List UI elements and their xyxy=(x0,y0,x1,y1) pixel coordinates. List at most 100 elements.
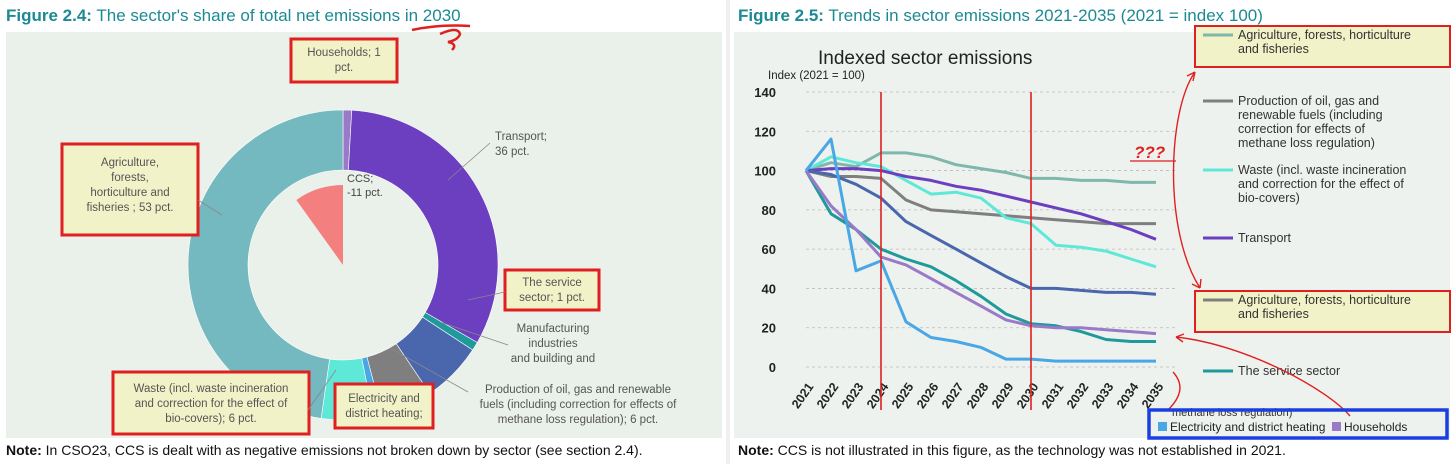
legend-swatch xyxy=(1332,422,1341,431)
figure-label: Figure 2.5: xyxy=(738,6,824,25)
series-line xyxy=(805,167,1157,241)
series-line xyxy=(805,151,1156,184)
note-text: CCS is not illustrated in this figure, a… xyxy=(773,442,1286,458)
legend-label: Production of oil, gas and renewable fuel… xyxy=(1238,94,1383,150)
ccs-label-line: -11 pct. xyxy=(347,187,383,199)
highlight-box xyxy=(333,382,435,430)
red-arrowhead xyxy=(1191,278,1202,289)
chart-background xyxy=(734,32,1450,438)
slice-label-line: sector; 1 pct. xyxy=(519,292,585,304)
panel-divider xyxy=(726,0,730,464)
series-line xyxy=(804,137,1156,363)
slice-label-line: horticulture and xyxy=(90,187,169,199)
red-arrow xyxy=(1175,336,1351,417)
series-line xyxy=(804,169,1157,336)
legend-label-line: and correction for the effect of xyxy=(1238,177,1404,191)
y-tick-label: 60 xyxy=(762,242,776,257)
y-axis-label: Index (2021 = 100) xyxy=(768,70,865,82)
x-tick-label: 2030 xyxy=(1014,380,1041,411)
x-tick-label: 2028 xyxy=(964,380,991,411)
slice-label-line: Manufacturing xyxy=(517,323,590,335)
x-tick-label: 2032 xyxy=(1064,380,1091,411)
leader-line xyxy=(197,199,223,216)
legend-box xyxy=(1147,408,1449,440)
legend-label: Agriculture, forests, horticulture and fi… xyxy=(1238,28,1411,56)
legend-label-line: Waste (incl. waste incineration xyxy=(1238,163,1406,177)
legend-swatch xyxy=(1158,422,1167,431)
note-text: In CSO23, CCS is dealt with as negative … xyxy=(41,442,643,458)
legend-label-line: bio-covers) xyxy=(1238,191,1300,205)
figure-note: Note: CCS is not illustrated in this fig… xyxy=(738,442,1286,458)
legend-label: Waste (incl. waste incineration and corre… xyxy=(1238,163,1406,205)
donut-slice xyxy=(348,109,499,343)
x-tick-label: 2023 xyxy=(839,380,866,411)
leader-line xyxy=(307,369,337,411)
figure-title-text: Trends in sector emissions 2021-2035 (20… xyxy=(823,6,1263,25)
highlight-box xyxy=(503,268,601,312)
slice-label-line: and correction for the effect of xyxy=(135,398,288,410)
y-tick-label: 40 xyxy=(762,281,776,296)
slice-label: Households; 1 pct. xyxy=(307,47,381,74)
figure-title-text: The sector's share of total net emission… xyxy=(91,6,461,25)
slice-label-line: Waste (incl. waste incineration xyxy=(134,383,289,395)
legend-label-line: The service sector xyxy=(1238,364,1340,378)
slice-label-line: Production of oil, gas and renewable xyxy=(485,384,671,396)
ccs-label-line: CCS; xyxy=(347,173,373,185)
y-tick-label: 140 xyxy=(754,85,776,100)
slice-label-line: methane loss regulation); 6 pct. xyxy=(498,414,658,426)
legend-label-line: methane loss regulation) xyxy=(1238,136,1375,150)
ccs-slice xyxy=(296,185,343,265)
ccs-label: CCS; -11 pct. xyxy=(347,173,383,199)
slice-label-line: fuels (including correction for effects … xyxy=(480,399,677,411)
x-tick-label: 2034 xyxy=(1114,380,1141,411)
y-tick-label: 20 xyxy=(762,321,776,336)
legend-label: Agriculture, forests, horticulture and fi… xyxy=(1238,293,1411,321)
legend-label-line: and fisheries xyxy=(1238,307,1309,321)
legend-label: Transport xyxy=(1238,231,1292,245)
slice-label-line: fisheries ; 53 pct. xyxy=(87,202,174,214)
slice-label: Production of oil, gas and renewable fuel… xyxy=(480,384,677,426)
x-tick-label: 2033 xyxy=(1089,380,1116,411)
x-tick-label: 2035 xyxy=(1139,380,1166,411)
legend-label: The service sector xyxy=(1238,364,1340,378)
slice-label: The service sector; 1 pct. xyxy=(519,277,585,304)
y-tick-label: 100 xyxy=(754,164,776,179)
red-arrow xyxy=(1172,71,1201,289)
x-tick-label: 2024 xyxy=(864,380,891,411)
figure-label: Figure 2.4: xyxy=(6,6,92,25)
legend-label: Households xyxy=(1344,420,1407,434)
slice-label-line: district heating; xyxy=(345,408,422,420)
legend-label-line: and fisheries xyxy=(1238,42,1309,56)
donut-slice xyxy=(187,109,344,419)
slice-label-line: 36 pct. xyxy=(495,146,530,158)
figure-note: Note: In CSO23, CCS is dealt with as neg… xyxy=(6,442,643,458)
legend-label-line: Agriculture, forests, horticulture xyxy=(1238,293,1411,307)
slice-label-line: Agriculture, xyxy=(101,157,159,169)
slice-label: Electricity and district heating; xyxy=(345,393,422,420)
highlight-box xyxy=(111,370,311,436)
x-tick-label: 2031 xyxy=(1039,380,1066,411)
series-line xyxy=(805,169,1156,226)
slice-label: Waste (incl. waste incineration and corre… xyxy=(134,383,289,425)
highlight-box xyxy=(60,142,200,237)
legend-label-line: correction for effects of xyxy=(1238,122,1365,136)
legend-label-line: Production of oil, gas and xyxy=(1238,94,1379,108)
series-line xyxy=(804,169,1156,343)
figure-2-5-panel: Figure 2.5: Trends in sector emissions 2… xyxy=(728,0,1456,464)
legend-label-line: Transport xyxy=(1238,231,1292,245)
slice-label-line: and building and xyxy=(511,353,595,365)
red-question-mark xyxy=(439,28,462,51)
y-tick-label: 120 xyxy=(754,124,776,139)
slice-label-line: forests, xyxy=(111,172,149,184)
red-underline xyxy=(411,24,471,32)
slice-label-line: industries xyxy=(528,338,577,350)
y-tick-label: 0 xyxy=(769,360,776,375)
red-arrow xyxy=(1167,371,1181,411)
slice-label-line: Electricity and xyxy=(348,393,420,405)
slice-label: Manufacturing industries and building and xyxy=(511,323,595,365)
slice-label-line: Transport; xyxy=(495,131,547,143)
x-tick-label: 2027 xyxy=(939,380,966,411)
leader-line xyxy=(467,291,506,301)
legend-label-line: Agriculture, forests, horticulture xyxy=(1238,28,1411,42)
figure-title: Figure 2.4: The sector's share of total … xyxy=(6,6,461,26)
